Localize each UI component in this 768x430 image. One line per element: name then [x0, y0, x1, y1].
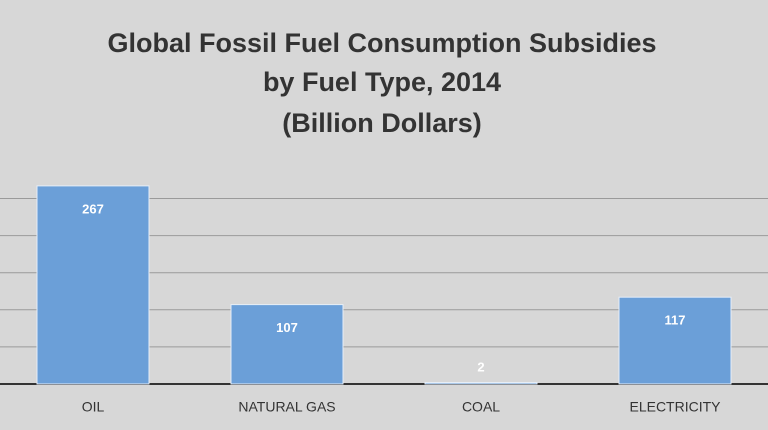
value-label: 117	[665, 313, 686, 328]
chart-title: Global Fossil Fuel Consumption Subsidies	[107, 28, 656, 58]
chart-title: (Billion Dollars)	[282, 108, 482, 138]
x-tick-label: ELECTRICITY	[629, 399, 721, 415]
chart-title: by Fuel Type, 2014	[263, 67, 501, 97]
x-tick-label: NATURAL GAS	[238, 399, 335, 415]
bar	[424, 382, 538, 385]
value-label: 107	[276, 320, 298, 335]
bar	[230, 304, 344, 385]
value-label: 267	[82, 201, 104, 216]
x-tick-label: COAL	[462, 399, 500, 415]
x-tick-label: OIL	[82, 399, 105, 415]
bar	[618, 296, 732, 385]
value-label: 2	[477, 359, 484, 374]
bar	[36, 185, 150, 385]
